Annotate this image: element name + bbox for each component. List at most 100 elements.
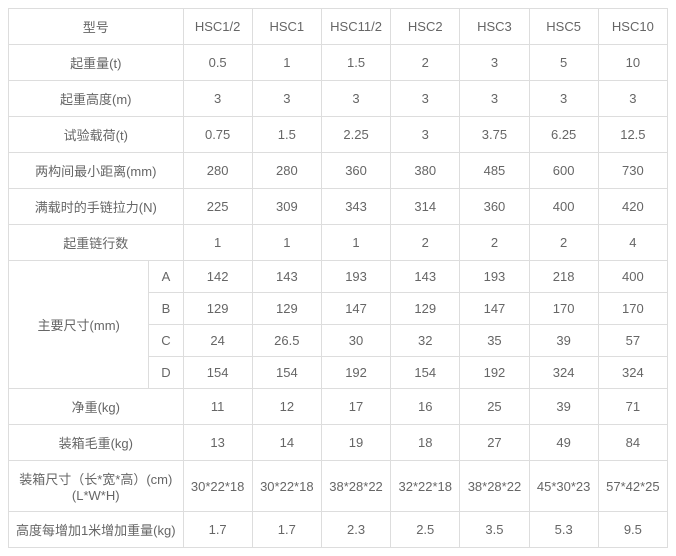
cell: 1.7 [183, 512, 252, 548]
cell: 1 [183, 225, 252, 261]
cell: 309 [252, 189, 321, 225]
cell: 129 [391, 293, 460, 325]
cell: 26.5 [252, 325, 321, 357]
col-header: HSC11/2 [321, 9, 390, 45]
cell: 192 [321, 357, 390, 389]
cell: 5.3 [529, 512, 598, 548]
col-header: HSC1 [252, 9, 321, 45]
cell: 45*30*23 [529, 461, 598, 512]
cell: 2 [391, 45, 460, 81]
cell: 218 [529, 261, 598, 293]
dim-key: B [149, 293, 183, 325]
cell: 485 [460, 153, 529, 189]
row-net-weight: 净重(kg) 11 12 17 16 25 39 71 [9, 389, 668, 425]
cell: 3 [321, 81, 390, 117]
col-header: HSC3 [460, 9, 529, 45]
cell: 143 [252, 261, 321, 293]
cell: 0.5 [183, 45, 252, 81]
cell: 193 [321, 261, 390, 293]
cell: 35 [460, 325, 529, 357]
cell: 343 [321, 189, 390, 225]
cell: 9.5 [598, 512, 667, 548]
cell: 10 [598, 45, 667, 81]
cell: 1.5 [252, 117, 321, 153]
cell: 1 [252, 45, 321, 81]
cell: 2.5 [391, 512, 460, 548]
cell: 3 [598, 81, 667, 117]
cell: 16 [391, 389, 460, 425]
row-per-meter: 高度每增加1米增加重量(kg) 1.7 1.7 2.3 2.5 3.5 5.3 … [9, 512, 668, 548]
cell: 0.75 [183, 117, 252, 153]
cell: 27 [460, 425, 529, 461]
cell: 19 [321, 425, 390, 461]
cell: 39 [529, 325, 598, 357]
cell: 13 [183, 425, 252, 461]
cell: 143 [391, 261, 460, 293]
cell: 49 [529, 425, 598, 461]
cell: 18 [391, 425, 460, 461]
cell: 280 [183, 153, 252, 189]
row-label: 试验载荷(t) [9, 117, 184, 153]
cell: 25 [460, 389, 529, 425]
row-label: 两构间最小距离(mm) [9, 153, 184, 189]
cell: 1 [321, 225, 390, 261]
cell: 12 [252, 389, 321, 425]
col-header: HSC2 [391, 9, 460, 45]
cell: 2 [529, 225, 598, 261]
cell: 3 [460, 45, 529, 81]
cell: 39 [529, 389, 598, 425]
cell: 420 [598, 189, 667, 225]
col-header: HSC5 [529, 9, 598, 45]
cell: 154 [391, 357, 460, 389]
cell: 154 [183, 357, 252, 389]
row-chain-rows: 起重链行数 1 1 1 2 2 2 4 [9, 225, 668, 261]
row-label: 起重链行数 [9, 225, 184, 261]
dim-key: A [149, 261, 183, 293]
cell: 3.5 [460, 512, 529, 548]
cell: 730 [598, 153, 667, 189]
cell: 360 [321, 153, 390, 189]
row-dim-a: 主要尺寸(mm) A 142 143 193 143 193 218 400 [9, 261, 668, 293]
cell: 600 [529, 153, 598, 189]
cell: 314 [391, 189, 460, 225]
header-row: 型号 HSC1/2 HSC1 HSC11/2 HSC2 HSC3 HSC5 HS… [9, 9, 668, 45]
cell: 3.75 [460, 117, 529, 153]
cell: 380 [391, 153, 460, 189]
dims-label: 主要尺寸(mm) [9, 261, 149, 389]
cell: 170 [529, 293, 598, 325]
cell: 324 [598, 357, 667, 389]
cell: 129 [183, 293, 252, 325]
model-header: 型号 [9, 9, 184, 45]
cell: 3 [460, 81, 529, 117]
cell: 6.25 [529, 117, 598, 153]
cell: 30*22*18 [183, 461, 252, 512]
spec-table: 型号 HSC1/2 HSC1 HSC11/2 HSC2 HSC3 HSC5 HS… [8, 8, 668, 548]
cell: 170 [598, 293, 667, 325]
row-label: 起重高度(m) [9, 81, 184, 117]
cell: 193 [460, 261, 529, 293]
cell: 2 [460, 225, 529, 261]
row-label: 起重量(t) [9, 45, 184, 81]
cell: 38*28*22 [321, 461, 390, 512]
col-header: HSC10 [598, 9, 667, 45]
cell: 4 [598, 225, 667, 261]
cell: 57 [598, 325, 667, 357]
cell: 11 [183, 389, 252, 425]
cell: 3 [529, 81, 598, 117]
row-testload: 试验载荷(t) 0.75 1.5 2.25 3 3.75 6.25 12.5 [9, 117, 668, 153]
dim-key: C [149, 325, 183, 357]
cell: 400 [598, 261, 667, 293]
cell: 32*22*18 [391, 461, 460, 512]
cell: 30*22*18 [252, 461, 321, 512]
row-gross-weight: 装箱毛重(kg) 13 14 19 18 27 49 84 [9, 425, 668, 461]
row-label: 装箱尺寸（长*宽*高）(cm)(L*W*H) [9, 461, 184, 512]
cell: 57*42*25 [598, 461, 667, 512]
cell: 192 [460, 357, 529, 389]
row-label: 高度每增加1米增加重量(kg) [9, 512, 184, 548]
row-label: 装箱毛重(kg) [9, 425, 184, 461]
cell: 225 [183, 189, 252, 225]
cell: 147 [460, 293, 529, 325]
cell: 360 [460, 189, 529, 225]
cell: 5 [529, 45, 598, 81]
cell: 154 [252, 357, 321, 389]
